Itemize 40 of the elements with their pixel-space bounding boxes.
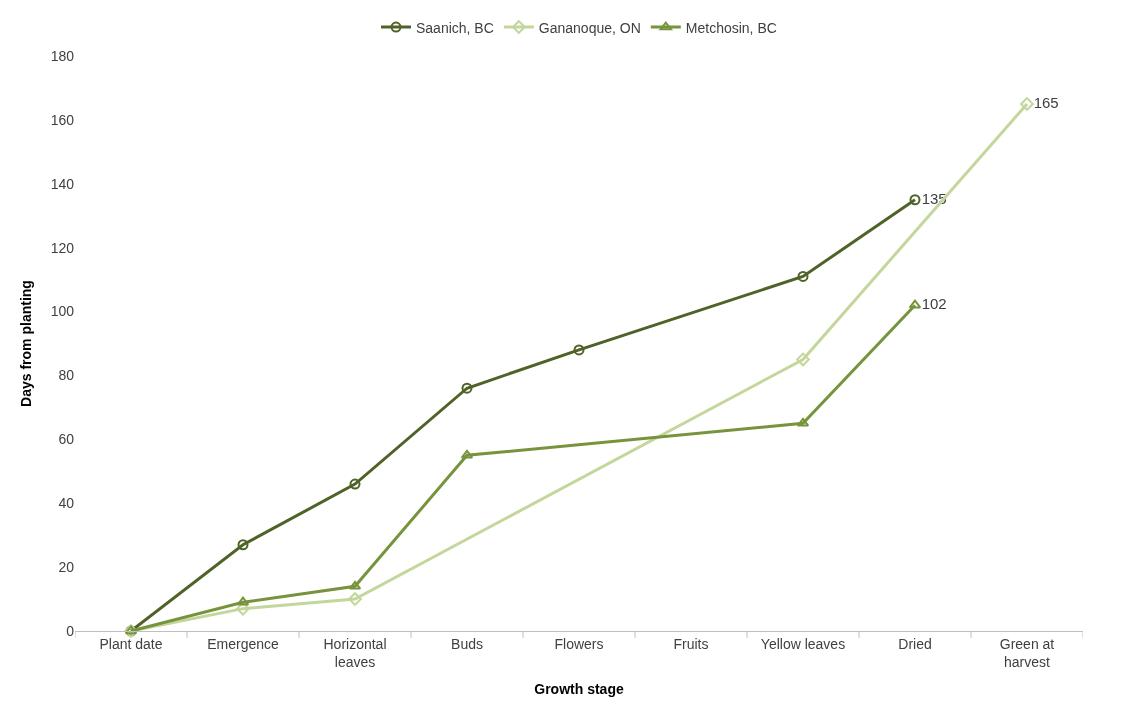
point — [796, 417, 810, 427]
x-tick-label: Emergence — [207, 635, 280, 652]
y-tick-label: 140 — [50, 175, 75, 192]
data-label: 165 — [1033, 93, 1059, 111]
y-tick-label: 40 — [58, 495, 75, 512]
point — [348, 592, 362, 606]
x-tick-label: Plant date — [99, 635, 163, 652]
x-tick-label: Fruits — [673, 635, 709, 652]
y-tick-label: 180 — [50, 47, 75, 64]
x-tick-label: Horizontal leaves — [323, 635, 387, 670]
point — [908, 299, 922, 309]
point — [1020, 97, 1034, 111]
data-label: 102 — [921, 294, 947, 312]
y-tick-label: 20 — [58, 559, 75, 576]
point — [237, 539, 249, 551]
legend-label: Saanich, BC — [416, 19, 494, 36]
point — [349, 478, 361, 490]
legend-label: Gananoque, ON — [538, 19, 641, 36]
point — [909, 194, 921, 206]
point — [796, 352, 810, 367]
y-axis-title: Days from planting — [18, 280, 35, 407]
x-tick-label: Dried — [898, 635, 932, 652]
legend-label: Metchosin, BC — [685, 19, 777, 36]
x-tick-label: Yellow leaves — [760, 635, 846, 652]
y-tick-label: 60 — [58, 431, 75, 448]
y-tick-label: 100 — [50, 303, 75, 320]
point — [460, 449, 474, 459]
x-axis-title: Growth stage — [534, 681, 624, 698]
point — [573, 344, 585, 356]
y-tick-label: 160 — [50, 111, 75, 128]
point — [797, 270, 809, 282]
y-tick-label: 80 — [58, 367, 75, 384]
x-tick-label: Green at harvest — [999, 635, 1055, 670]
y-tick-label: 0 — [66, 622, 75, 639]
point — [348, 580, 362, 590]
y-tick-label: 120 — [50, 239, 75, 256]
x-tick-label: Buds — [451, 635, 483, 652]
x-tick-label: Flowers — [554, 635, 604, 652]
point — [461, 382, 473, 394]
point — [236, 596, 250, 606]
